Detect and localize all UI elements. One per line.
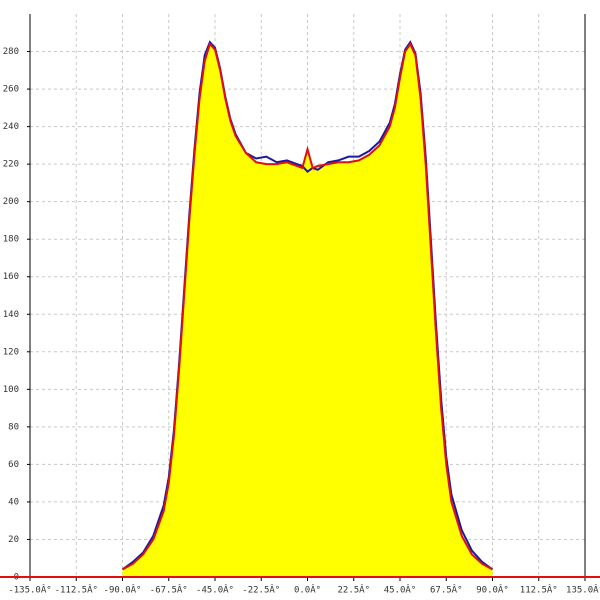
series-line: [122, 42, 493, 571]
x-tick-label: 67.5Â°: [430, 584, 463, 596]
y-tick-label: 160: [3, 272, 19, 282]
x-tick-label: 90.0Â°: [476, 584, 509, 596]
x-tick-label: 112.5Â°: [520, 584, 558, 596]
y-tick-label: 280: [3, 47, 19, 57]
y-tick-label: 200: [3, 197, 19, 207]
y-tick-label: 180: [3, 235, 19, 245]
x-tick-label: -45.0Â°: [196, 584, 234, 596]
x-tick-label: -90.0Â°: [104, 584, 142, 596]
y-tick-label: 140: [3, 310, 19, 320]
y-tick-label: 220: [3, 160, 19, 170]
x-tick-label: -112.5Â°: [55, 584, 98, 596]
y-tick-label: 80: [8, 422, 19, 432]
y-tick-label: 20: [8, 535, 19, 545]
x-tick-label: -22.5Â°: [242, 584, 280, 596]
area-fill: [122, 44, 493, 577]
x-tick-label: -135.0Â°: [8, 584, 51, 596]
x-tick-label: 45.0Â°: [384, 584, 417, 596]
y-tick-label: 60: [8, 460, 19, 470]
x-tick-label: 22.5Â°: [337, 584, 370, 596]
y-tick-label: 40: [8, 497, 19, 507]
x-tick-label: 135.0Â°: [566, 584, 600, 596]
y-tick-label: 120: [3, 347, 19, 357]
y-tick-label: 100: [3, 385, 19, 395]
x-tick-label: -67.5Â°: [150, 584, 188, 596]
y-tick-label: 240: [3, 122, 19, 132]
y-tick-label: 260: [3, 85, 19, 95]
x-tick-label: 0.0Â°: [294, 584, 321, 596]
